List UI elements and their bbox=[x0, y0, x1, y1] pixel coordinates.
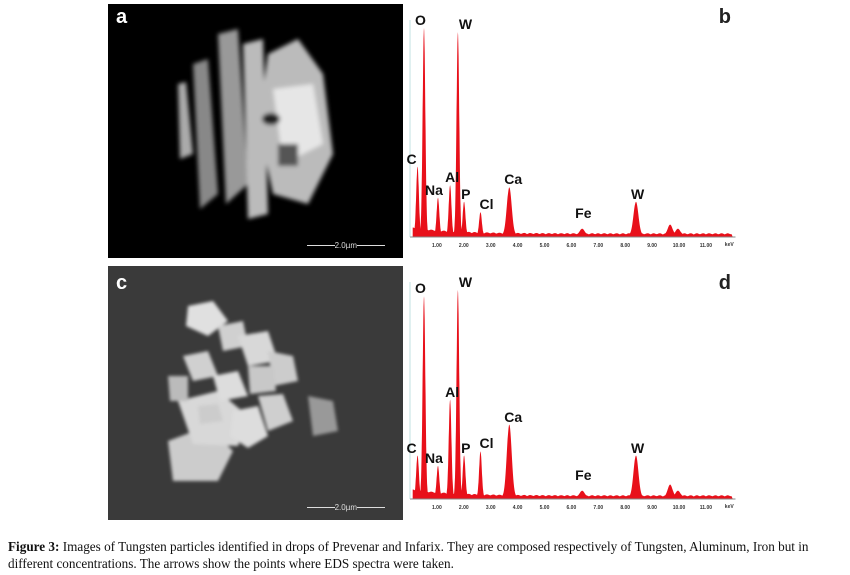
particle-cluster-image bbox=[168, 301, 338, 481]
x-unit-label: keV bbox=[724, 504, 734, 510]
peak-label: Ca bbox=[504, 171, 523, 188]
x-tick-label: 7.00 bbox=[593, 505, 604, 511]
peak-label: Al bbox=[445, 383, 460, 400]
x-tick-label: 2.00 bbox=[458, 243, 469, 249]
peak-p bbox=[460, 455, 469, 499]
spectrum-continuum bbox=[412, 489, 733, 499]
x-tick-label: 9.00 bbox=[647, 505, 657, 511]
peak-o bbox=[419, 296, 429, 499]
peak-label: W bbox=[630, 185, 645, 202]
peak-w bbox=[628, 201, 644, 237]
peak-label: Al bbox=[445, 169, 460, 186]
peak-label: Na bbox=[424, 181, 443, 198]
peak-o bbox=[419, 27, 429, 238]
scale-label: 2.0µm bbox=[334, 503, 357, 512]
peak-label: O bbox=[414, 12, 426, 28]
peak-na bbox=[433, 197, 443, 237]
x-tick-label: 8.00 bbox=[620, 243, 631, 249]
x-tick-label: 9.00 bbox=[647, 243, 657, 249]
panel-label-c: c bbox=[116, 272, 128, 294]
panel-label-a: a bbox=[116, 6, 128, 28]
peak-cl bbox=[476, 451, 485, 499]
spectrum-chart bbox=[409, 282, 736, 500]
scale-bar: 2.0µm bbox=[306, 241, 385, 250]
peak-label: C bbox=[406, 150, 417, 167]
panel-label-b: b bbox=[718, 6, 731, 28]
x-tick-label: 11.00 bbox=[699, 243, 713, 249]
x-tick-label: 5.00 bbox=[539, 243, 550, 249]
peak-label: W bbox=[458, 16, 473, 33]
x-tick-label: 5.00 bbox=[539, 505, 550, 511]
peak-label: Cl bbox=[479, 196, 494, 213]
x-tick-label: 4.00 bbox=[512, 243, 523, 249]
peak-label: P bbox=[461, 439, 471, 456]
x-tick-label: 3.00 bbox=[485, 505, 496, 511]
eds-spectrum-d: d 1.00 2.00 3.00 4.00 5.00 6.00 7.00 8.00 9.00 10… bbox=[405, 266, 745, 520]
peak-ca bbox=[501, 424, 517, 499]
peak-na bbox=[433, 465, 443, 499]
peak-w bbox=[453, 32, 462, 237]
x-tick-label: 10.00 bbox=[672, 243, 686, 249]
peak-unlabeled bbox=[670, 228, 686, 237]
x-tick-label: 4.00 bbox=[512, 505, 523, 511]
caption-text: Images of Tungsten particles identified … bbox=[8, 539, 809, 571]
peak-label: Na bbox=[424, 449, 443, 466]
eds-spectrum-b: b 1.00 2.00 3.00 4.00 5.00 6.00 7.00 8.00 9.00 10… bbox=[405, 4, 745, 258]
peak-w bbox=[628, 455, 644, 499]
peak-w bbox=[453, 289, 462, 499]
x-tick-label: 6.00 bbox=[566, 243, 577, 249]
peak-al bbox=[446, 185, 455, 237]
figure-caption: Figure 3: Images of Tungsten particles i… bbox=[8, 538, 846, 572]
x-tick-label: 11.00 bbox=[699, 505, 713, 511]
peak-label: O bbox=[414, 280, 426, 297]
peak-fe bbox=[574, 490, 590, 499]
peak-ca bbox=[501, 187, 517, 237]
caption-label: Figure 3: bbox=[8, 539, 60, 554]
scale-label: 2.0µm bbox=[334, 241, 357, 250]
peak-label: W bbox=[458, 274, 473, 290]
x-tick-label: 6.00 bbox=[566, 505, 577, 511]
peak-label: C bbox=[406, 439, 417, 456]
x-tick-label: 7.00 bbox=[593, 243, 604, 249]
tungsten-particle-image bbox=[178, 29, 333, 219]
x-tick-label: 2.00 bbox=[458, 505, 469, 511]
peak-c bbox=[413, 455, 422, 499]
peak-label: Fe bbox=[575, 204, 592, 221]
x-tick-label: 8.00 bbox=[620, 505, 631, 511]
peak-unlabeled bbox=[662, 484, 678, 499]
panel-label-d: d bbox=[718, 272, 731, 294]
x-tick-label: 10.00 bbox=[672, 505, 686, 511]
x-tick-label: 3.00 bbox=[485, 243, 496, 249]
x-tick-label: 1.00 bbox=[432, 243, 442, 249]
scale-bar: 2.0µm bbox=[306, 503, 385, 512]
peak-p bbox=[460, 201, 469, 237]
peak-unlabeled bbox=[670, 490, 686, 499]
spectrum-continuum bbox=[412, 227, 733, 237]
peak-label: P bbox=[461, 185, 471, 202]
peak-label: Cl bbox=[479, 435, 494, 452]
sem-image-a: a 2.0µm bbox=[108, 4, 403, 258]
peak-label: Ca bbox=[504, 408, 523, 425]
peak-c bbox=[413, 166, 422, 237]
x-unit-label: keV bbox=[724, 242, 734, 248]
peak-fe bbox=[574, 228, 590, 237]
x-tick-label: 1.00 bbox=[432, 505, 442, 511]
peak-label: Fe bbox=[575, 466, 592, 483]
spectrum-chart bbox=[409, 20, 736, 238]
peak-al bbox=[446, 399, 455, 499]
peak-label: W bbox=[630, 439, 645, 456]
sem-image-c: c 2.0µm bbox=[108, 266, 403, 520]
peak-cl bbox=[476, 212, 485, 237]
